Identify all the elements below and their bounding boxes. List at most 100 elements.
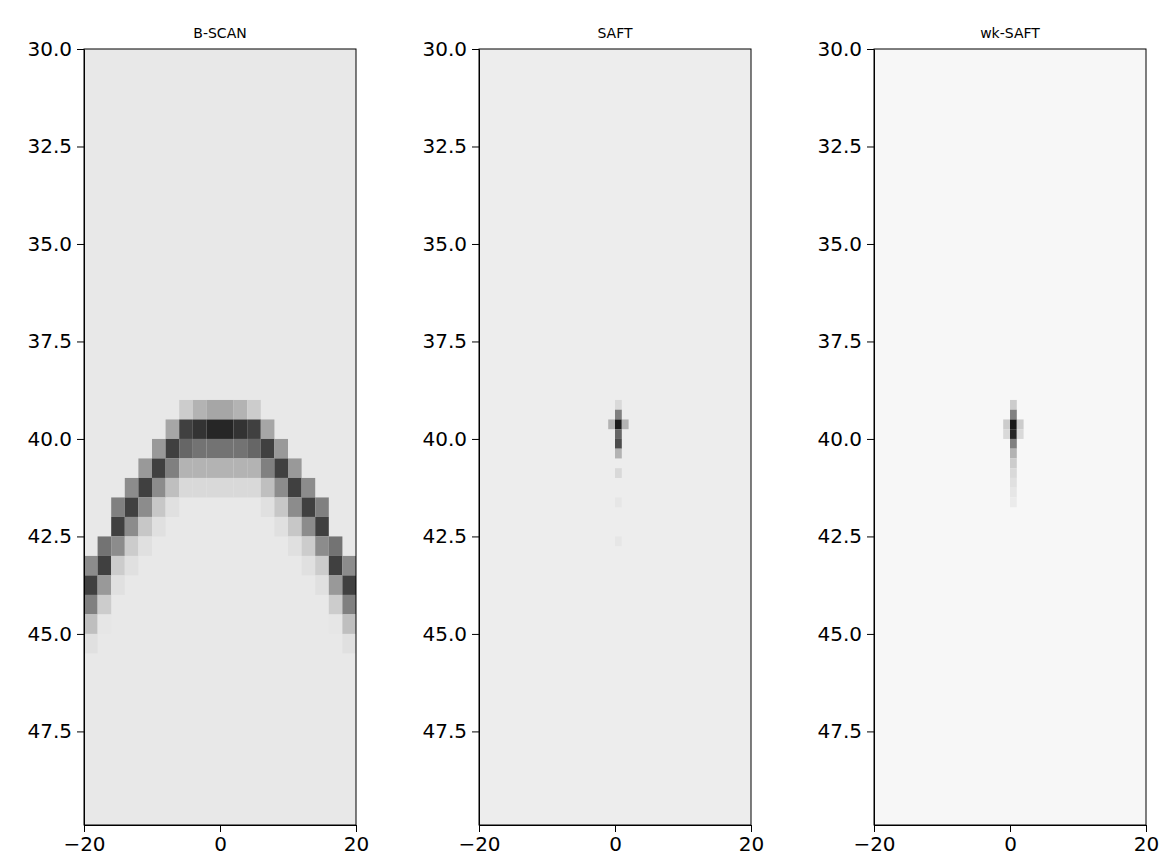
heatmap-cell (84, 575, 98, 594)
heatmap-cell (315, 497, 329, 516)
tick: 37.5 (422, 329, 479, 353)
heatmap-cell (166, 419, 180, 438)
heatmap-cell (220, 458, 234, 477)
heatmap-cell (1010, 419, 1017, 429)
heatmap-cell (274, 497, 288, 516)
heatmap-cell (288, 517, 302, 536)
tick-mark (77, 731, 84, 732)
tick-mark (77, 146, 84, 147)
heatmap-cell (234, 439, 248, 458)
heatmap-cell (234, 419, 248, 438)
heatmap-cell (615, 439, 622, 449)
tick: 0 (214, 825, 227, 856)
heatmap-cell (247, 400, 261, 419)
panel: 30.032.535.037.540.042.545.047.5−20020wk… (817, 25, 1159, 856)
tick-mark (220, 825, 221, 832)
tick: 45.0 (27, 622, 84, 646)
tick: 37.5 (817, 329, 874, 353)
tick-label: 0 (214, 832, 227, 856)
heatmap-cell (1017, 419, 1024, 429)
tick-mark (356, 825, 357, 832)
heatmap-cell (247, 419, 261, 438)
heatmap-cell (125, 517, 139, 536)
tick: 30.0 (27, 37, 84, 61)
heatmap-cell (179, 400, 193, 419)
heatmap-cell (315, 575, 329, 594)
heatmap-cell (615, 536, 622, 546)
heatmap-cell (220, 400, 234, 419)
tick: 20 (1134, 825, 1159, 856)
tick-mark (867, 341, 874, 342)
figure: 30.032.535.037.540.042.545.047.5−20020B-… (0, 0, 1165, 865)
tick: 0 (1004, 825, 1017, 856)
tick: 32.5 (27, 134, 84, 158)
heatmap-cell (111, 575, 125, 594)
tick-label: 37.5 (422, 329, 467, 353)
tick-label: 30.0 (817, 37, 862, 61)
tick-mark (867, 244, 874, 245)
panel-title: wk-SAFT (980, 25, 1040, 41)
tick-label: 47.5 (27, 719, 72, 743)
heatmap-cell (329, 595, 343, 614)
tick: 45.0 (817, 622, 874, 646)
heatmap-cell (166, 439, 180, 458)
heatmap-cell (261, 497, 275, 516)
heatmap-cell (138, 497, 152, 516)
axis-line (874, 50, 875, 826)
heatmap-cell (615, 449, 622, 459)
tick-label: 47.5 (422, 719, 467, 743)
heatmap-cell (193, 439, 207, 458)
heatmap-cell (315, 556, 329, 575)
tick-mark (472, 731, 479, 732)
tick-label: 30.0 (27, 37, 72, 61)
tick-mark (479, 825, 480, 832)
tick-label: 42.5 (27, 524, 72, 548)
heatmap-cell (84, 556, 98, 575)
heatmap-cell (342, 556, 356, 575)
tick-label: 32.5 (27, 134, 72, 158)
tick-mark (84, 825, 85, 832)
heatmap-cell (608, 419, 615, 429)
tick: −20 (63, 825, 105, 856)
heatmap-cell (166, 497, 180, 516)
heatmap-cell (342, 575, 356, 594)
tick: 47.5 (817, 719, 874, 743)
heatmap-cell (166, 478, 180, 497)
heatmap-cell (1003, 419, 1010, 429)
plot-frame (874, 49, 1146, 825)
tick-mark (867, 146, 874, 147)
tick-mark (867, 536, 874, 537)
tick: 45.0 (422, 622, 479, 646)
tick-label: 0 (1004, 832, 1017, 856)
tick: 32.5 (422, 134, 479, 158)
tick-mark (1010, 825, 1011, 832)
tick: 35.0 (27, 232, 84, 256)
heatmap-cell (125, 536, 139, 555)
heatmap-cell (193, 400, 207, 419)
heatmap-cell (206, 439, 220, 458)
heatmap-cell (98, 536, 112, 555)
plot-frame (84, 49, 356, 825)
tick-mark (1146, 825, 1147, 832)
heatmap-cell (615, 400, 622, 410)
tick-label: −20 (63, 832, 105, 856)
tick: −20 (853, 825, 895, 856)
tick: 42.5 (422, 524, 479, 548)
tick-label: 20 (739, 832, 764, 856)
tick: 40.0 (817, 427, 874, 451)
heatmap-cell (1010, 478, 1017, 488)
tick: 30.0 (817, 37, 874, 61)
heatmap-cell (152, 478, 166, 497)
tick-mark (77, 439, 84, 440)
tick: 47.5 (422, 719, 479, 743)
heatmap-cell (615, 468, 622, 478)
heatmap-cell (261, 458, 275, 477)
tick-label: 35.0 (422, 232, 467, 256)
tick-mark (472, 439, 479, 440)
heatmap-cell (220, 478, 234, 497)
tick-label: 35.0 (27, 232, 72, 256)
heatmap-cell (179, 419, 193, 438)
tick: 40.0 (422, 427, 479, 451)
tick-label: 42.5 (817, 524, 862, 548)
heatmap-cell (179, 478, 193, 497)
